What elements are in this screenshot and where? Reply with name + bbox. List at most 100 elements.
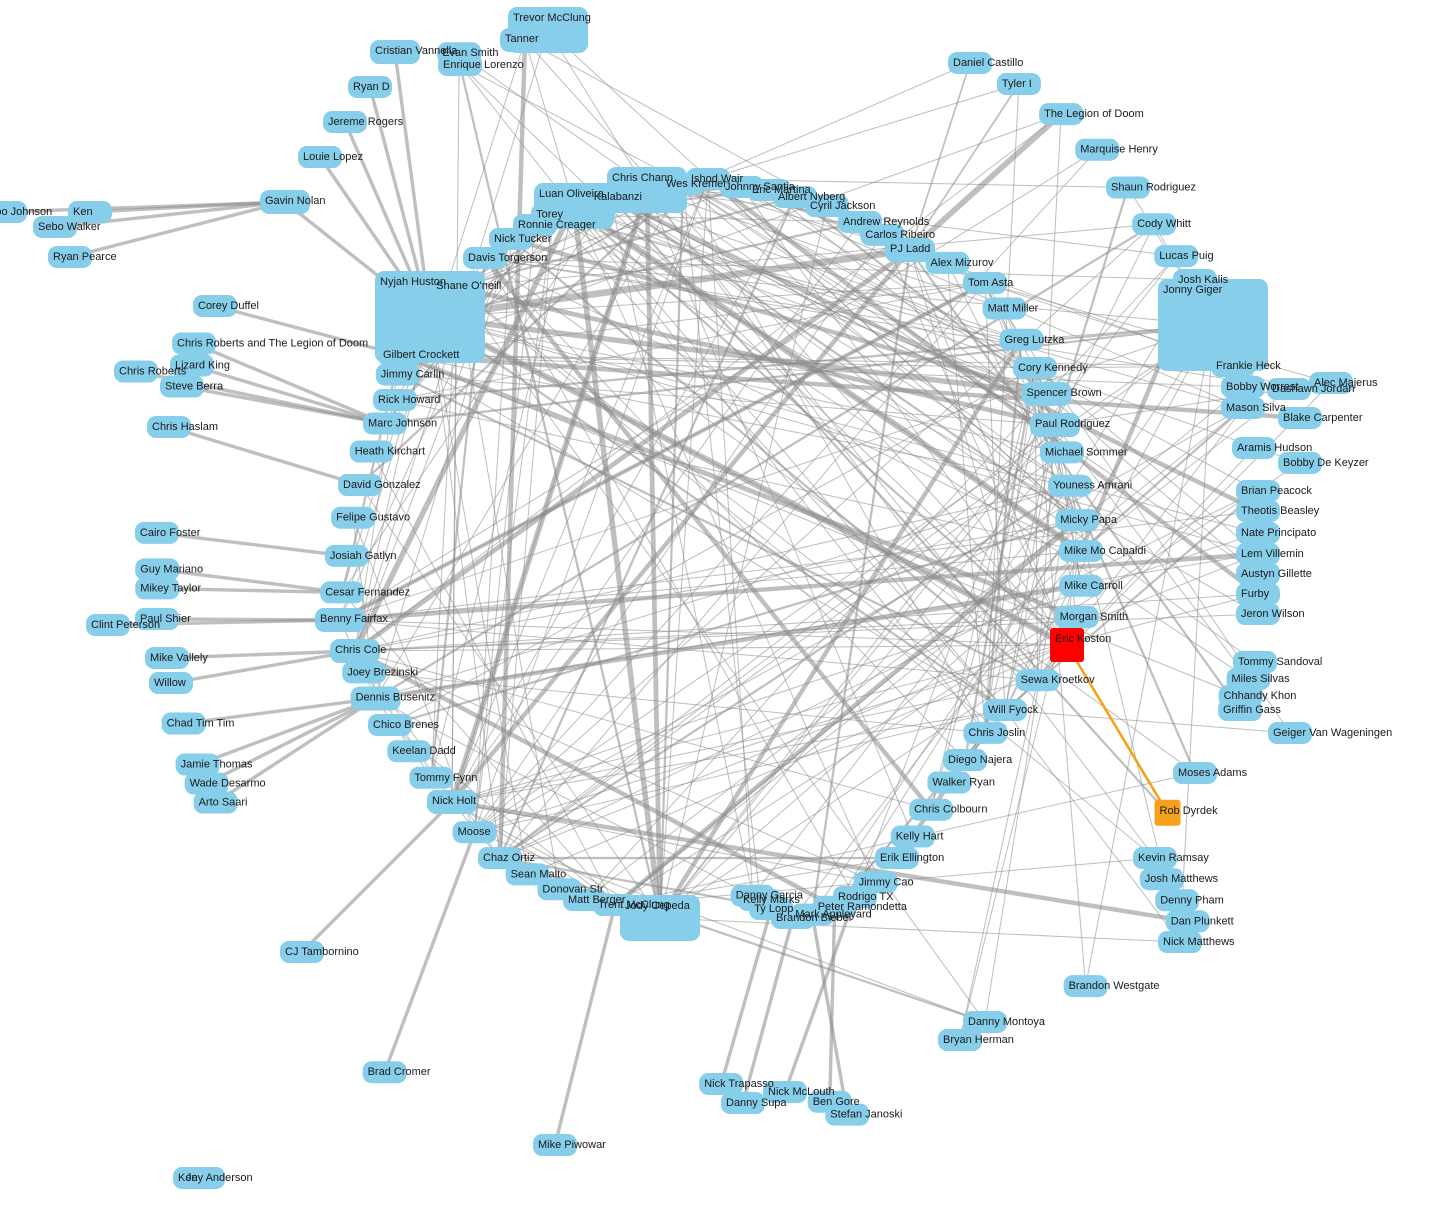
svg-text:Heath Kirchart: Heath Kirchart xyxy=(355,446,425,458)
svg-text:The Legion of Doom: The Legion of Doom xyxy=(1044,108,1144,120)
svg-text:Kelly Hart: Kelly Hart xyxy=(896,831,944,843)
svg-text:Brandon Westgate: Brandon Westgate xyxy=(1069,980,1160,992)
svg-text:Cory Kennedy: Cory Kennedy xyxy=(1018,362,1088,374)
svg-text:Ken: Ken xyxy=(73,206,93,218)
svg-text:Ryan Pearce: Ryan Pearce xyxy=(53,251,117,263)
svg-text:Chris Joslin: Chris Joslin xyxy=(968,727,1025,739)
svg-text:Kevin Ramsay: Kevin Ramsay xyxy=(1138,852,1209,864)
svg-text:Chad Tim Tim: Chad Tim Tim xyxy=(167,718,235,730)
svg-text:Guy Mariano: Guy Mariano xyxy=(140,563,203,575)
svg-text:Mike Mo Capaldi: Mike Mo Capaldi xyxy=(1064,545,1146,557)
svg-text:Enrique Lorenzo: Enrique Lorenzo xyxy=(443,59,524,71)
svg-text:Chhandy Khon: Chhandy Khon xyxy=(1224,690,1297,702)
svg-text:Josh Matthews: Josh Matthews xyxy=(1145,873,1219,885)
svg-text:Chaz Ortiz: Chaz Ortiz xyxy=(483,852,535,864)
svg-text:Josiah Gatlyn: Josiah Gatlyn xyxy=(330,550,397,562)
svg-text:Danny Garcia: Danny Garcia xyxy=(736,890,804,902)
svg-text:Jereme Rogers: Jereme Rogers xyxy=(328,116,404,128)
svg-text:Wes Kremer: Wes Kremer xyxy=(666,178,727,190)
svg-text:Tommy Fynn: Tommy Fynn xyxy=(414,772,477,784)
svg-text:Boo Johnson: Boo Johnson xyxy=(0,206,52,218)
svg-text:Jamie Thomas: Jamie Thomas xyxy=(181,759,253,771)
svg-text:Austyn Gillette: Austyn Gillette xyxy=(1241,568,1312,580)
svg-text:Nick Tucker: Nick Tucker xyxy=(494,233,552,245)
svg-text:Jeron Wilson: Jeron Wilson xyxy=(1241,608,1305,620)
svg-text:Theotis Beasley: Theotis Beasley xyxy=(1241,505,1320,517)
svg-text:Bryan Herman: Bryan Herman xyxy=(943,1034,1014,1046)
svg-text:Mason Silva: Mason Silva xyxy=(1226,402,1287,414)
svg-text:Luan Oliveira: Luan Oliveira xyxy=(539,188,605,200)
svg-text:Clint Peterson: Clint Peterson xyxy=(91,619,160,631)
svg-text:Nick Trapasso: Nick Trapasso xyxy=(704,1078,774,1090)
svg-text:Brian Peacock: Brian Peacock xyxy=(1241,485,1312,497)
svg-text:Chris Haslam: Chris Haslam xyxy=(152,421,218,433)
svg-text:Ronnie Creager: Ronnie Creager xyxy=(518,219,596,231)
svg-text:Frankie Heck: Frankie Heck xyxy=(1216,360,1281,372)
svg-text:Aramis Hudson: Aramis Hudson xyxy=(1237,442,1312,454)
svg-text:Benny Fairfax: Benny Fairfax xyxy=(320,613,388,625)
svg-text:Jimmy Cao: Jimmy Cao xyxy=(859,876,914,888)
svg-text:Lucas Puig: Lucas Puig xyxy=(1159,250,1213,262)
svg-text:Nyjah Huston: Nyjah Huston xyxy=(380,276,446,288)
svg-text:Willow: Willow xyxy=(154,677,186,689)
svg-text:Nick Matthews: Nick Matthews xyxy=(1163,936,1235,948)
svg-text:Mike Vallely: Mike Vallely xyxy=(150,652,208,664)
svg-text:Sean Malto: Sean Malto xyxy=(511,868,567,880)
svg-text:Louie Lopez: Louie Lopez xyxy=(303,151,363,163)
svg-text:Stefan Janoski: Stefan Janoski xyxy=(830,1109,902,1121)
svg-text:Arto Saari: Arto Saari xyxy=(199,797,248,809)
svg-text:Youness Amrani: Youness Amrani xyxy=(1053,480,1132,492)
svg-text:Griffin Gass: Griffin Gass xyxy=(1223,704,1281,716)
svg-text:Blake Carpenter: Blake Carpenter xyxy=(1283,412,1363,424)
svg-text:David Gonzalez: David Gonzalez xyxy=(343,479,421,491)
svg-text:Chris Colbourn: Chris Colbourn xyxy=(914,804,987,816)
svg-text:Gavin Nolan: Gavin Nolan xyxy=(265,195,326,207)
svg-text:Wade Desarmo: Wade Desarmo xyxy=(190,778,266,790)
svg-text:Tommy Sandoval: Tommy Sandoval xyxy=(1238,656,1322,668)
svg-text:Chris Roberts and The Legion o: Chris Roberts and The Legion of Doom xyxy=(177,338,368,350)
svg-text:Geiger Van Wageningen: Geiger Van Wageningen xyxy=(1273,727,1392,739)
svg-text:Jonny Giger: Jonny Giger xyxy=(1163,284,1223,296)
svg-text:Chris Chann: Chris Chann xyxy=(612,172,673,184)
svg-text:Brad Cromer: Brad Cromer xyxy=(368,1066,431,1078)
svg-text:Mike Carroll: Mike Carroll xyxy=(1064,580,1123,592)
svg-text:Rob Dyrdek: Rob Dyrdek xyxy=(1160,805,1219,817)
svg-text:Will Fyock: Will Fyock xyxy=(988,704,1039,716)
svg-text:Morgan Smith: Morgan Smith xyxy=(1060,611,1128,623)
svg-text:Jey Anderson: Jey Anderson xyxy=(186,1172,253,1184)
svg-text:Bobby De Keyzer: Bobby De Keyzer xyxy=(1283,457,1369,469)
svg-text:Rick Howard: Rick Howard xyxy=(378,394,440,406)
svg-text:Davis Torgerson: Davis Torgerson xyxy=(468,252,547,264)
svg-text:Jimmy Carlin: Jimmy Carlin xyxy=(381,369,445,381)
svg-text:Corey Duffel: Corey Duffel xyxy=(198,300,259,312)
svg-text:Lem Villemin: Lem Villemin xyxy=(1241,548,1304,560)
svg-text:Michael Sommer: Michael Sommer xyxy=(1045,446,1128,458)
svg-text:Sebo Walker: Sebo Walker xyxy=(38,221,101,233)
svg-text:Matt Miller: Matt Miller xyxy=(988,303,1039,315)
svg-text:Joey Brezinski: Joey Brezinski xyxy=(347,666,418,678)
svg-text:Danny Supa: Danny Supa xyxy=(726,1097,787,1109)
svg-text:Moses Adams: Moses Adams xyxy=(1178,767,1248,779)
svg-text:Dashawn Jordan: Dashawn Jordan xyxy=(1272,383,1355,395)
svg-text:Cristian Vannella: Cristian Vannella xyxy=(375,45,458,57)
svg-text:Greg Lutzka: Greg Lutzka xyxy=(1005,334,1066,346)
svg-text:Dennis Busenitz: Dennis Busenitz xyxy=(356,692,436,704)
svg-text:Danny Montoya: Danny Montoya xyxy=(968,1016,1046,1028)
svg-text:Cesar Fernandez: Cesar Fernandez xyxy=(325,586,410,598)
svg-text:PJ Ladd: PJ Ladd xyxy=(890,243,930,255)
svg-text:Andrew Reynolds: Andrew Reynolds xyxy=(843,216,930,228)
svg-text:Steve Berra: Steve Berra xyxy=(165,381,224,393)
svg-text:Mikey Taylor: Mikey Taylor xyxy=(140,582,201,594)
svg-text:Walker Ryan: Walker Ryan xyxy=(932,777,995,789)
svg-text:Furby: Furby xyxy=(1241,588,1270,600)
svg-text:Daniel Castillo: Daniel Castillo xyxy=(953,57,1023,69)
svg-text:Keelan Dadd: Keelan Dadd xyxy=(392,745,456,757)
svg-text:Mike Piwowar: Mike Piwowar xyxy=(538,1139,606,1151)
svg-text:Chico Brenes: Chico Brenes xyxy=(373,719,440,731)
svg-text:Chris Cole: Chris Cole xyxy=(335,644,386,656)
svg-text:Diego Najera: Diego Najera xyxy=(948,754,1013,766)
svg-text:Marc Johnson: Marc Johnson xyxy=(368,418,437,430)
svg-text:Cody Whitt: Cody Whitt xyxy=(1137,218,1191,230)
svg-text:Moose: Moose xyxy=(458,826,491,838)
svg-text:CJ Tambornino: CJ Tambornino xyxy=(285,946,359,958)
